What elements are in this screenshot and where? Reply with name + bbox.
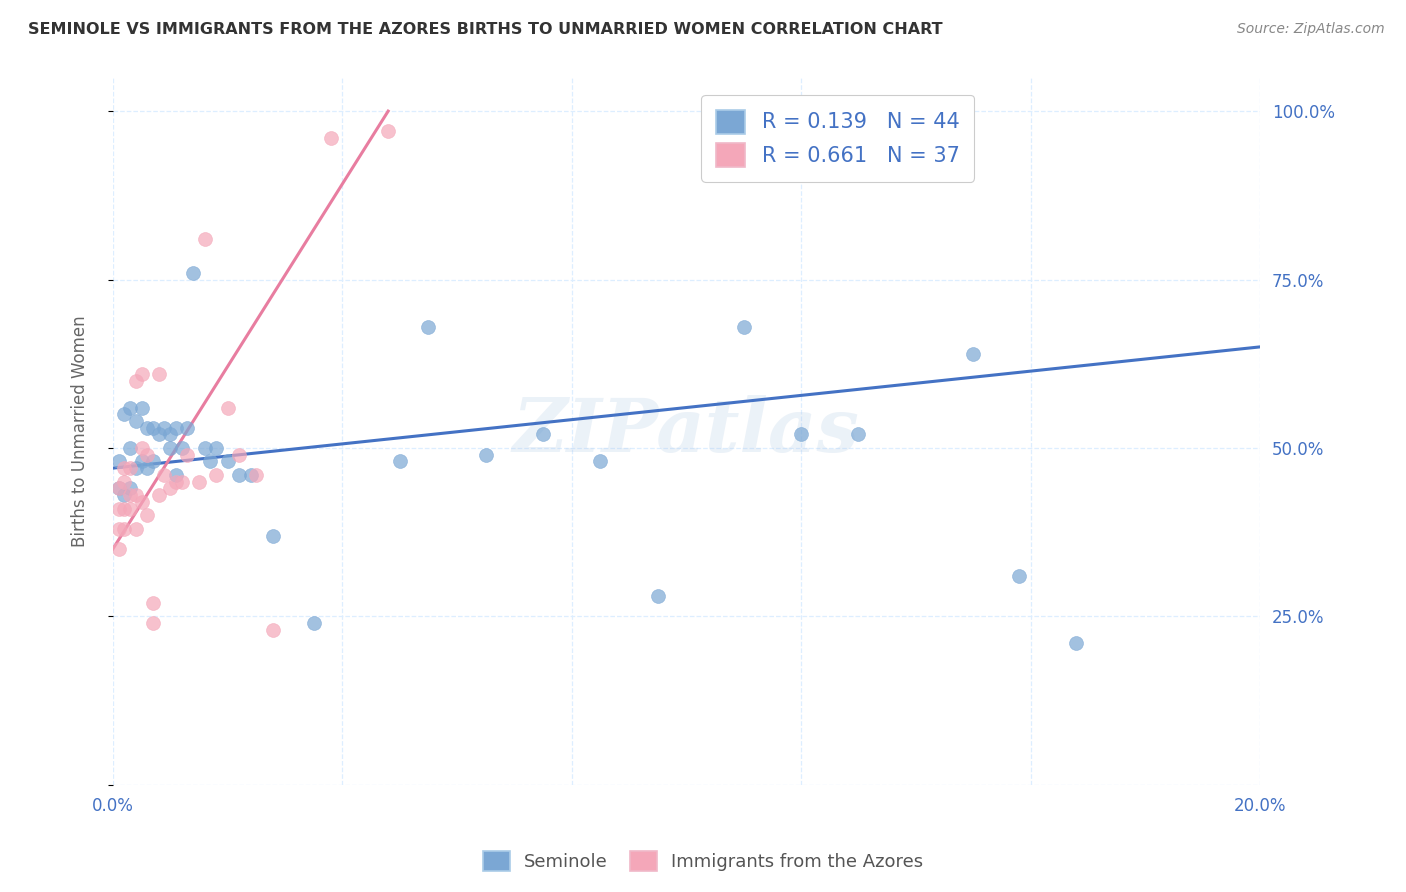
Point — [125, 414, 148, 428]
Point — [170, 441, 193, 455]
Point — [107, 522, 129, 536]
Point — [120, 488, 142, 502]
Point — [531, 427, 554, 442]
Point — [125, 461, 148, 475]
Point — [153, 421, 176, 435]
Point — [112, 407, 135, 421]
Point — [474, 448, 496, 462]
Point — [131, 495, 153, 509]
Point — [200, 454, 222, 468]
Point — [112, 501, 135, 516]
Point — [194, 441, 217, 455]
Text: SEMINOLE VS IMMIGRANTS FROM THE AZORES BIRTHS TO UNMARRIED WOMEN CORRELATION CHA: SEMINOLE VS IMMIGRANTS FROM THE AZORES B… — [28, 22, 943, 37]
Point — [262, 623, 284, 637]
Point — [120, 481, 142, 495]
Point — [262, 528, 284, 542]
Point — [142, 596, 165, 610]
Point — [131, 441, 153, 455]
Point — [647, 589, 669, 603]
Point — [377, 124, 399, 138]
Text: ZIPatlas: ZIPatlas — [513, 395, 860, 467]
Point — [107, 481, 129, 495]
Point — [112, 475, 135, 489]
Point — [112, 488, 135, 502]
Y-axis label: Births to Unmarried Women: Births to Unmarried Women — [72, 315, 89, 547]
Point — [136, 461, 159, 475]
Point — [112, 522, 135, 536]
Point — [120, 501, 142, 516]
Point — [205, 467, 228, 482]
Point — [131, 401, 153, 415]
Point — [228, 467, 250, 482]
Point — [217, 454, 239, 468]
Legend: Seminole, Immigrants from the Azores: Seminole, Immigrants from the Azores — [475, 844, 931, 879]
Point — [107, 501, 129, 516]
Point — [120, 441, 142, 455]
Point — [159, 481, 181, 495]
Point — [790, 427, 813, 442]
Point — [142, 616, 165, 631]
Point — [176, 421, 198, 435]
Point — [418, 319, 440, 334]
Point — [589, 454, 612, 468]
Point — [107, 541, 129, 556]
Point — [181, 266, 204, 280]
Point — [148, 367, 170, 381]
Point — [120, 461, 142, 475]
Point — [136, 508, 159, 523]
Point — [733, 319, 755, 334]
Point — [107, 481, 129, 495]
Point — [131, 454, 153, 468]
Point — [1066, 636, 1088, 650]
Point — [228, 448, 250, 462]
Point — [125, 522, 148, 536]
Point — [319, 131, 342, 145]
Point — [165, 467, 187, 482]
Point — [125, 374, 148, 388]
Legend: R = 0.139   N = 44, R = 0.661   N = 37: R = 0.139 N = 44, R = 0.661 N = 37 — [702, 95, 974, 182]
Text: Source: ZipAtlas.com: Source: ZipAtlas.com — [1237, 22, 1385, 37]
Point — [388, 454, 411, 468]
Point — [245, 467, 267, 482]
Point — [131, 367, 153, 381]
Point — [148, 427, 170, 442]
Point — [239, 467, 262, 482]
Point — [1008, 569, 1031, 583]
Point — [165, 475, 187, 489]
Point — [848, 427, 870, 442]
Point — [159, 427, 181, 442]
Point — [112, 461, 135, 475]
Point — [153, 467, 176, 482]
Point — [165, 421, 187, 435]
Point — [136, 421, 159, 435]
Point — [187, 475, 209, 489]
Point — [176, 448, 198, 462]
Point — [148, 488, 170, 502]
Point — [142, 454, 165, 468]
Point — [159, 441, 181, 455]
Point — [125, 488, 148, 502]
Point — [136, 448, 159, 462]
Point — [302, 616, 325, 631]
Point — [217, 401, 239, 415]
Point — [194, 232, 217, 246]
Point — [120, 401, 142, 415]
Point — [962, 346, 984, 360]
Point — [170, 475, 193, 489]
Point — [107, 454, 129, 468]
Point — [142, 421, 165, 435]
Point — [205, 441, 228, 455]
